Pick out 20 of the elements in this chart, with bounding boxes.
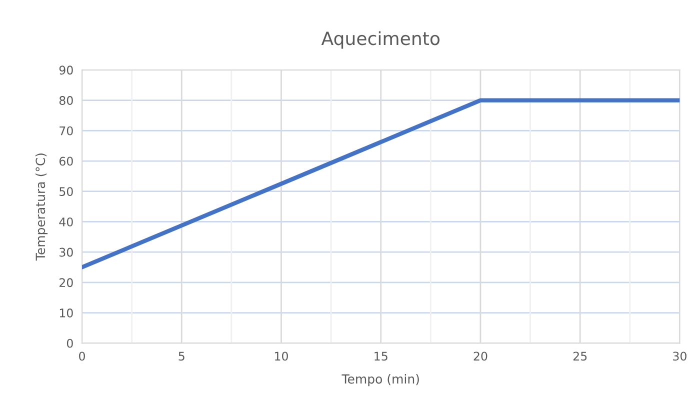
x-tick-label: 5 xyxy=(178,352,184,361)
x-axis-title: Tempo (min) xyxy=(342,374,419,386)
y-tick-label: 20 xyxy=(60,278,73,288)
y-tick-label: 70 xyxy=(60,126,73,136)
y-tick-label: 50 xyxy=(60,187,73,196)
x-tick-label: 30 xyxy=(673,352,686,361)
x-tick-label: 25 xyxy=(573,352,587,361)
x-tick-label: 10 xyxy=(275,352,288,361)
x-tick-label: 15 xyxy=(374,352,388,361)
x-tick-label: 20 xyxy=(474,352,488,361)
y-tick-label: 80 xyxy=(59,96,73,105)
y-tick-label: 40 xyxy=(59,217,73,226)
y-tick-label: 60 xyxy=(59,156,73,166)
y-tick-label: 10 xyxy=(60,308,73,318)
x-tick-label: 0 xyxy=(79,352,85,361)
y-tick-label: 30 xyxy=(60,248,73,257)
y-tick-label: 90 xyxy=(59,66,73,75)
y-tick-label: 0 xyxy=(66,338,73,348)
chart-title: Aquecimento xyxy=(321,31,440,49)
y-axis-title: Temperatura (°C) xyxy=(35,154,48,261)
